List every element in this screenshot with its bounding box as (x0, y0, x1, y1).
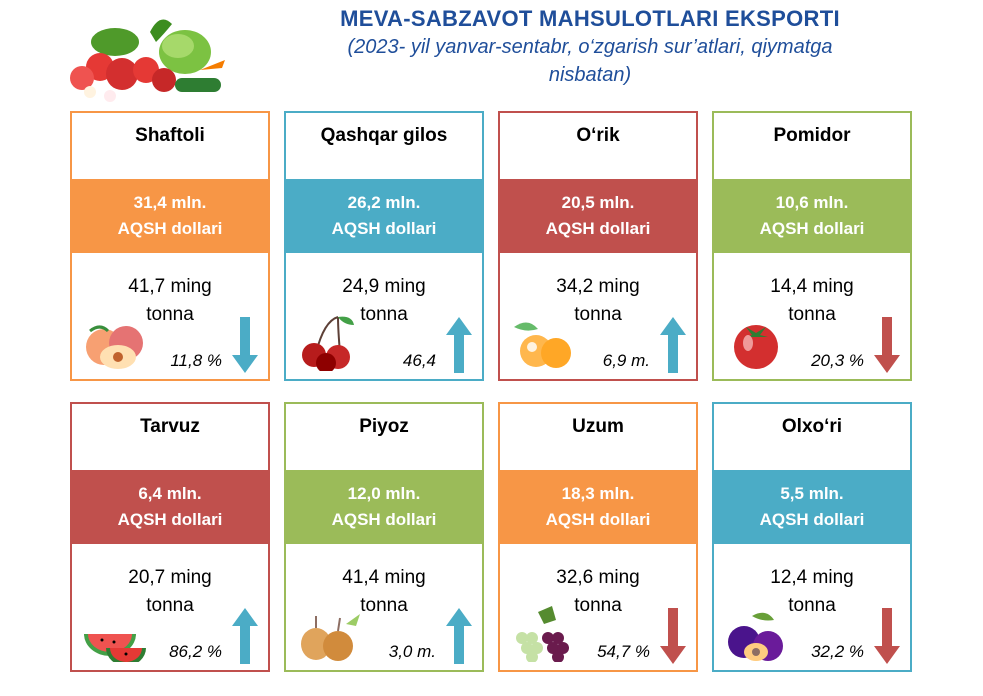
product-name: Qashqar gilos (320, 125, 448, 146)
arrow-up-icon (446, 608, 472, 664)
product-name: Piyoz (359, 416, 409, 437)
export-value: 26,2 mln. (347, 193, 421, 212)
export-volume: 24,9 ming tonna (286, 273, 482, 329)
volume-amount: 14,4 ming (770, 276, 854, 297)
volume-amount: 24,9 ming (342, 276, 426, 297)
volume-unit: tonna (146, 304, 194, 325)
export-value-band: 26,2 mln. AQSH dollari (286, 179, 482, 253)
product-card: Pomidor 10,6 mln. AQSH dollari 14,4 ming ton… (712, 111, 912, 381)
export-volume: 34,2 ming tonna (500, 273, 696, 329)
arrow-up-icon (232, 608, 258, 664)
arrow-down-icon (874, 317, 900, 373)
volume-unit: tonna (788, 595, 836, 616)
volume-amount: 32,6 ming (556, 567, 640, 588)
export-value: 31,4 mln. (133, 193, 207, 212)
change-rate: 11,8 % (170, 351, 222, 370)
cherry-icon (302, 316, 354, 371)
export-volume: 14,4 ming tonna (714, 273, 910, 329)
peach-icon (86, 325, 143, 369)
export-value-band: 31,4 mln. AQSH dollari (72, 179, 268, 253)
page-title: MEVA-SABZAVOT MAHSULOTLARI EKSPORTI (202… (240, 6, 940, 88)
export-value-band: 18,3 mln. AQSH dollari (500, 470, 696, 544)
product-name: Shaftoli (135, 125, 205, 146)
product-card: Olxo‘ri 5,5 mln. AQSH dollari 12,4 ming tonn… (712, 402, 912, 672)
export-value: 20,5 mln. (561, 193, 635, 212)
export-volume: 41,4 ming tonna (286, 564, 482, 620)
onion-icon (301, 614, 360, 661)
plum-icon (728, 612, 783, 661)
export-value-unit: AQSH dollari (117, 219, 223, 238)
arrow-down-icon (660, 608, 686, 664)
volume-unit: tonna (360, 304, 408, 325)
volume-amount: 41,4 ming (342, 567, 426, 588)
export-value-band: 12,0 mln. AQSH dollari (286, 470, 482, 544)
change-rate: 3,0 m. (388, 642, 436, 661)
volume-amount: 12,4 ming (770, 567, 854, 588)
change-rate: 6,9 m. (602, 351, 650, 370)
apricot-icon (514, 322, 571, 368)
volume-amount: 20,7 ming (128, 567, 212, 588)
watermelon-icon (84, 634, 146, 662)
export-value-unit: AQSH dollari (759, 219, 865, 238)
tomato-icon (734, 325, 778, 369)
volume-amount: 34,2 ming (556, 276, 640, 297)
arrow-down-icon (874, 608, 900, 664)
product-card: Uzum 18,3 mln. AQSH dollari 32,6 ming tonna 5… (498, 402, 698, 672)
product-name: Uzum (572, 416, 624, 437)
export-value: 10,6 mln. (775, 193, 849, 212)
product-name: Olxo‘ri (781, 416, 843, 437)
change-rate: 46,4 (402, 351, 436, 370)
change-rate: 86,2 % (169, 642, 222, 661)
export-value: 6,4 mln. (138, 484, 202, 503)
export-value-unit: AQSH dollari (331, 219, 437, 238)
export-volume: 32,6 ming tonna (500, 564, 696, 620)
product-name: O‘rik (576, 125, 620, 146)
export-value-unit: AQSH dollari (117, 510, 223, 529)
volume-unit: tonna (574, 595, 622, 616)
volume-unit: tonna (574, 304, 622, 325)
product-card: Piyoz 12,0 mln. AQSH dollari 41,4 ming tonna… (284, 402, 484, 672)
export-value: 5,5 mln. (780, 484, 844, 503)
vegetables-icon (70, 19, 225, 102)
export-value-band: 10,6 mln. AQSH dollari (714, 179, 910, 253)
export-value: 12,0 mln. (347, 484, 421, 503)
product-card: Shaftoli 31,4 mln. AQSH dollari 41,7 ming to… (70, 111, 270, 381)
product-name: Tarvuz (140, 416, 200, 437)
grapes-icon (516, 606, 569, 662)
export-value-unit: AQSH dollari (759, 510, 865, 529)
export-volume: 41,7 ming tonna (72, 273, 268, 329)
arrow-up-icon (660, 317, 686, 373)
product-card: Tarvuz 6,4 mln. AQSH dollari 20,7 ming tonna… (70, 402, 270, 672)
subtitle-line-1: (2023- yil yanvar-sentabr, o‘zgarish sur… (347, 36, 833, 58)
change-rate: 32,2 % (811, 642, 864, 661)
export-value-band: 5,5 mln. AQSH dollari (714, 470, 910, 544)
title-text: MEVA-SABZAVOT MAHSULOTLARI EKSPORTI (340, 6, 840, 31)
arrow-down-icon (232, 317, 258, 373)
product-card: O‘rik 20,5 mln. AQSH dollari 34,2 ming tonna… (498, 111, 698, 381)
export-value-unit: AQSH dollari (545, 219, 651, 238)
change-rate: 20,3 % (811, 351, 864, 370)
volume-amount: 41,7 ming (128, 276, 212, 297)
export-value-band: 6,4 mln. AQSH dollari (72, 470, 268, 544)
volume-unit: tonna (360, 595, 408, 616)
subtitle-line-2: nisbatan) (548, 64, 632, 86)
volume-unit: tonna (788, 304, 836, 325)
export-volume: 12,4 ming tonna (714, 564, 910, 620)
export-value-band: 20,5 mln. AQSH dollari (500, 179, 696, 253)
product-name: Pomidor (773, 125, 851, 146)
export-value-unit: AQSH dollari (545, 510, 651, 529)
volume-unit: tonna (146, 595, 194, 616)
export-volume: 20,7 ming tonna (72, 564, 268, 620)
export-value: 18,3 mln. (561, 484, 635, 503)
product-card: Qashqar gilos 26,2 mln. AQSH dollari 24,9 m… (284, 111, 484, 381)
arrow-up-icon (446, 317, 472, 373)
change-rate: 54,7 % (597, 642, 650, 661)
export-value-unit: AQSH dollari (331, 510, 437, 529)
